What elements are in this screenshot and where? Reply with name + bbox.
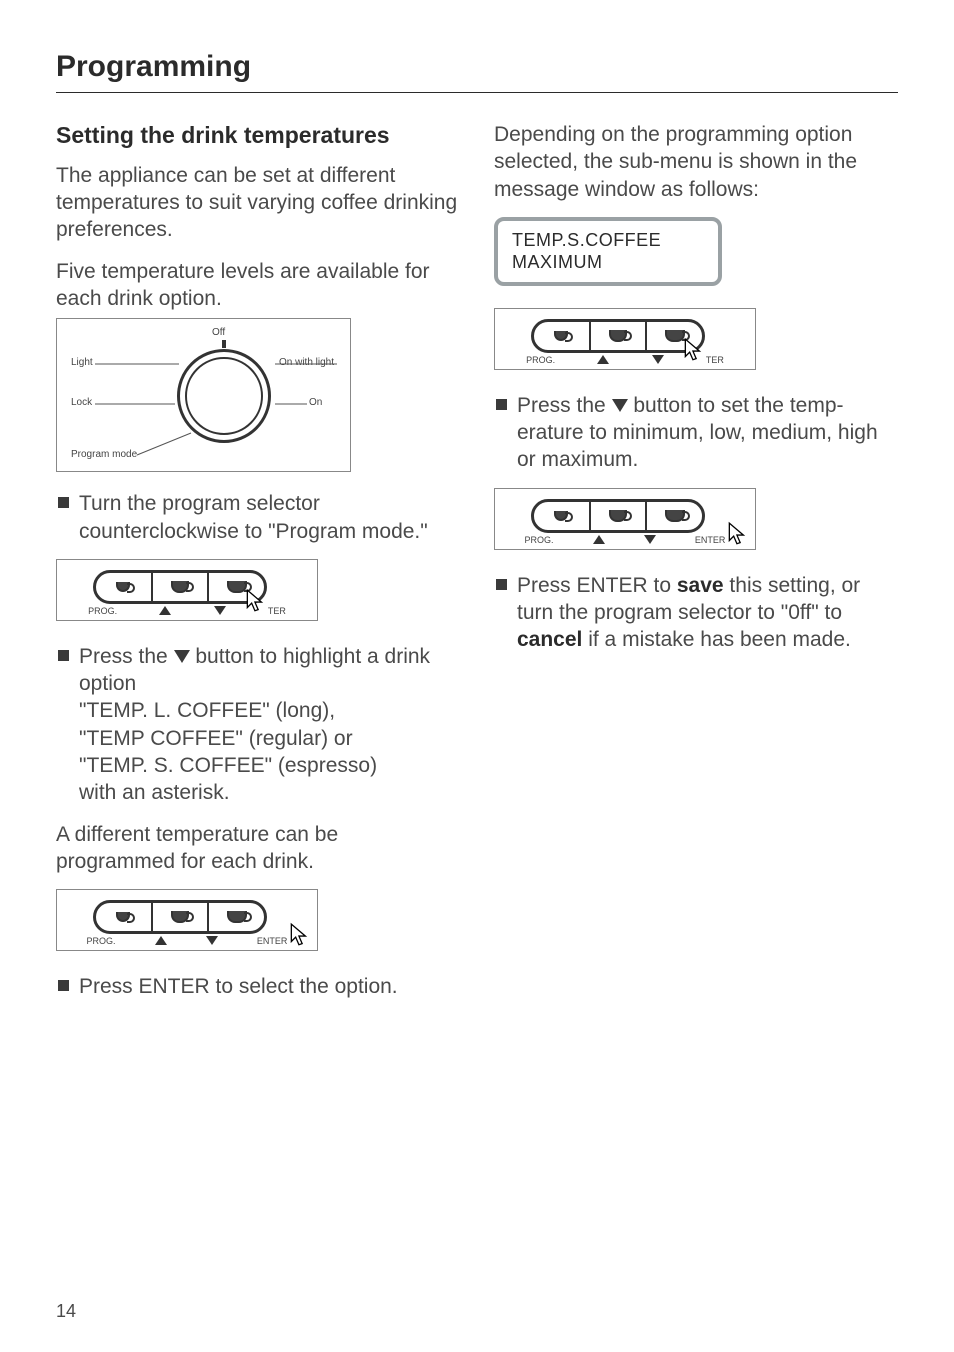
panel-cell-cup-large-icon bbox=[209, 903, 264, 931]
right-column: Depending on the programming option sele… bbox=[494, 121, 898, 1015]
cursor-pointer-icon bbox=[243, 588, 269, 614]
up-arrow-icon bbox=[159, 606, 171, 615]
panel-cell-cup-small-icon bbox=[534, 502, 591, 530]
intro-text-1: The appliance can be set at different te… bbox=[56, 162, 460, 244]
cursor-pointer-icon bbox=[287, 922, 313, 948]
button-panel-diagram-4: PROG. ENTER bbox=[494, 488, 756, 550]
display-line-1: TEMP.S.COFFEE bbox=[512, 229, 704, 252]
bullet-text: Press the button to highlight a drink op… bbox=[79, 643, 460, 807]
panel-cell-cup-medium-icon bbox=[153, 903, 210, 931]
bullet-text: Press ENTER to select the option. bbox=[79, 973, 460, 1000]
panel-cell-cup-medium-icon bbox=[591, 502, 648, 530]
panel-cell-cup-medium-icon bbox=[591, 322, 648, 350]
bullet-press-down-highlight: Press the button to highlight a drink op… bbox=[56, 643, 460, 807]
down-arrow-icon bbox=[206, 936, 218, 945]
button-panel-diagram-1: PROG. TER bbox=[56, 559, 318, 621]
bullet-icon bbox=[496, 579, 507, 590]
panel-cell-cup-small-icon bbox=[534, 322, 591, 350]
depending-text: Depending on the programming option sele… bbox=[494, 121, 898, 203]
panel-label-prog: PROG. bbox=[87, 936, 116, 946]
down-arrow-icon bbox=[644, 535, 656, 544]
down-arrow-icon bbox=[214, 606, 226, 615]
down-triangle-icon bbox=[174, 650, 190, 663]
bullet-turn-selector: Turn the program selector counterclockwi… bbox=[56, 490, 460, 545]
panel-label-enter: TER bbox=[268, 606, 286, 616]
bullet-icon bbox=[58, 980, 69, 991]
button-panel-diagram-2: PROG. ENTER bbox=[56, 889, 318, 951]
panel-label-enter: TER bbox=[706, 355, 724, 365]
up-arrow-icon bbox=[593, 535, 605, 544]
panel-cell-cup-small-icon bbox=[96, 903, 153, 931]
page-number: 14 bbox=[56, 1301, 76, 1322]
panel-label-enter: ENTER bbox=[695, 535, 726, 545]
panel-label-enter: ENTER bbox=[257, 936, 288, 946]
dial-leader-lines-icon bbox=[57, 319, 350, 471]
bullet-press-down-set-temp: Press the button to set the temp­erature… bbox=[494, 392, 898, 474]
bullet-icon bbox=[58, 650, 69, 661]
up-arrow-icon bbox=[597, 355, 609, 364]
panel-cell-cup-large-icon bbox=[647, 502, 702, 530]
panel-label-prog: PROG. bbox=[525, 535, 554, 545]
panel-label-prog: PROG. bbox=[526, 355, 555, 365]
panel-cell-cup-medium-icon bbox=[153, 573, 210, 601]
section-heading: Setting the drink temperatures bbox=[56, 121, 460, 150]
different-temp-text: A different temperature can be programme… bbox=[56, 821, 460, 876]
bullet-text: Press ENTER to save this setting, or tur… bbox=[517, 572, 898, 654]
intro-text-2: Five temperature levels are available fo… bbox=[56, 258, 460, 313]
down-triangle-icon bbox=[612, 399, 628, 412]
bullet-icon bbox=[496, 399, 507, 410]
bullet-press-enter-save: Press ENTER to save this setting, or tur… bbox=[494, 572, 898, 654]
panel-cell-cup-small-icon bbox=[96, 573, 153, 601]
message-display-window: TEMP.S.COFFEE MAXIMUM bbox=[494, 217, 722, 286]
cursor-pointer-icon bbox=[725, 521, 751, 547]
bullet-text: Turn the program selector counterclockwi… bbox=[79, 490, 460, 545]
panel-label-prog: PROG. bbox=[88, 606, 117, 616]
page-title: Programming bbox=[56, 50, 898, 93]
content-columns: Setting the drink temperatures The appli… bbox=[56, 121, 898, 1015]
button-panel-diagram-3: PROG. TER bbox=[494, 308, 756, 370]
cursor-pointer-icon bbox=[681, 337, 707, 363]
display-line-2: MAXIMUM bbox=[512, 251, 704, 274]
up-arrow-icon bbox=[155, 936, 167, 945]
program-selector-diagram: Off Light Lock Program mode On with ligh… bbox=[56, 318, 351, 472]
left-column: Setting the drink temperatures The appli… bbox=[56, 121, 460, 1015]
down-arrow-icon bbox=[652, 355, 664, 364]
bullet-press-enter-select: Press ENTER to select the option. bbox=[56, 973, 460, 1000]
bullet-text: Press the button to set the temp­erature… bbox=[517, 392, 898, 474]
bullet-icon bbox=[58, 497, 69, 508]
